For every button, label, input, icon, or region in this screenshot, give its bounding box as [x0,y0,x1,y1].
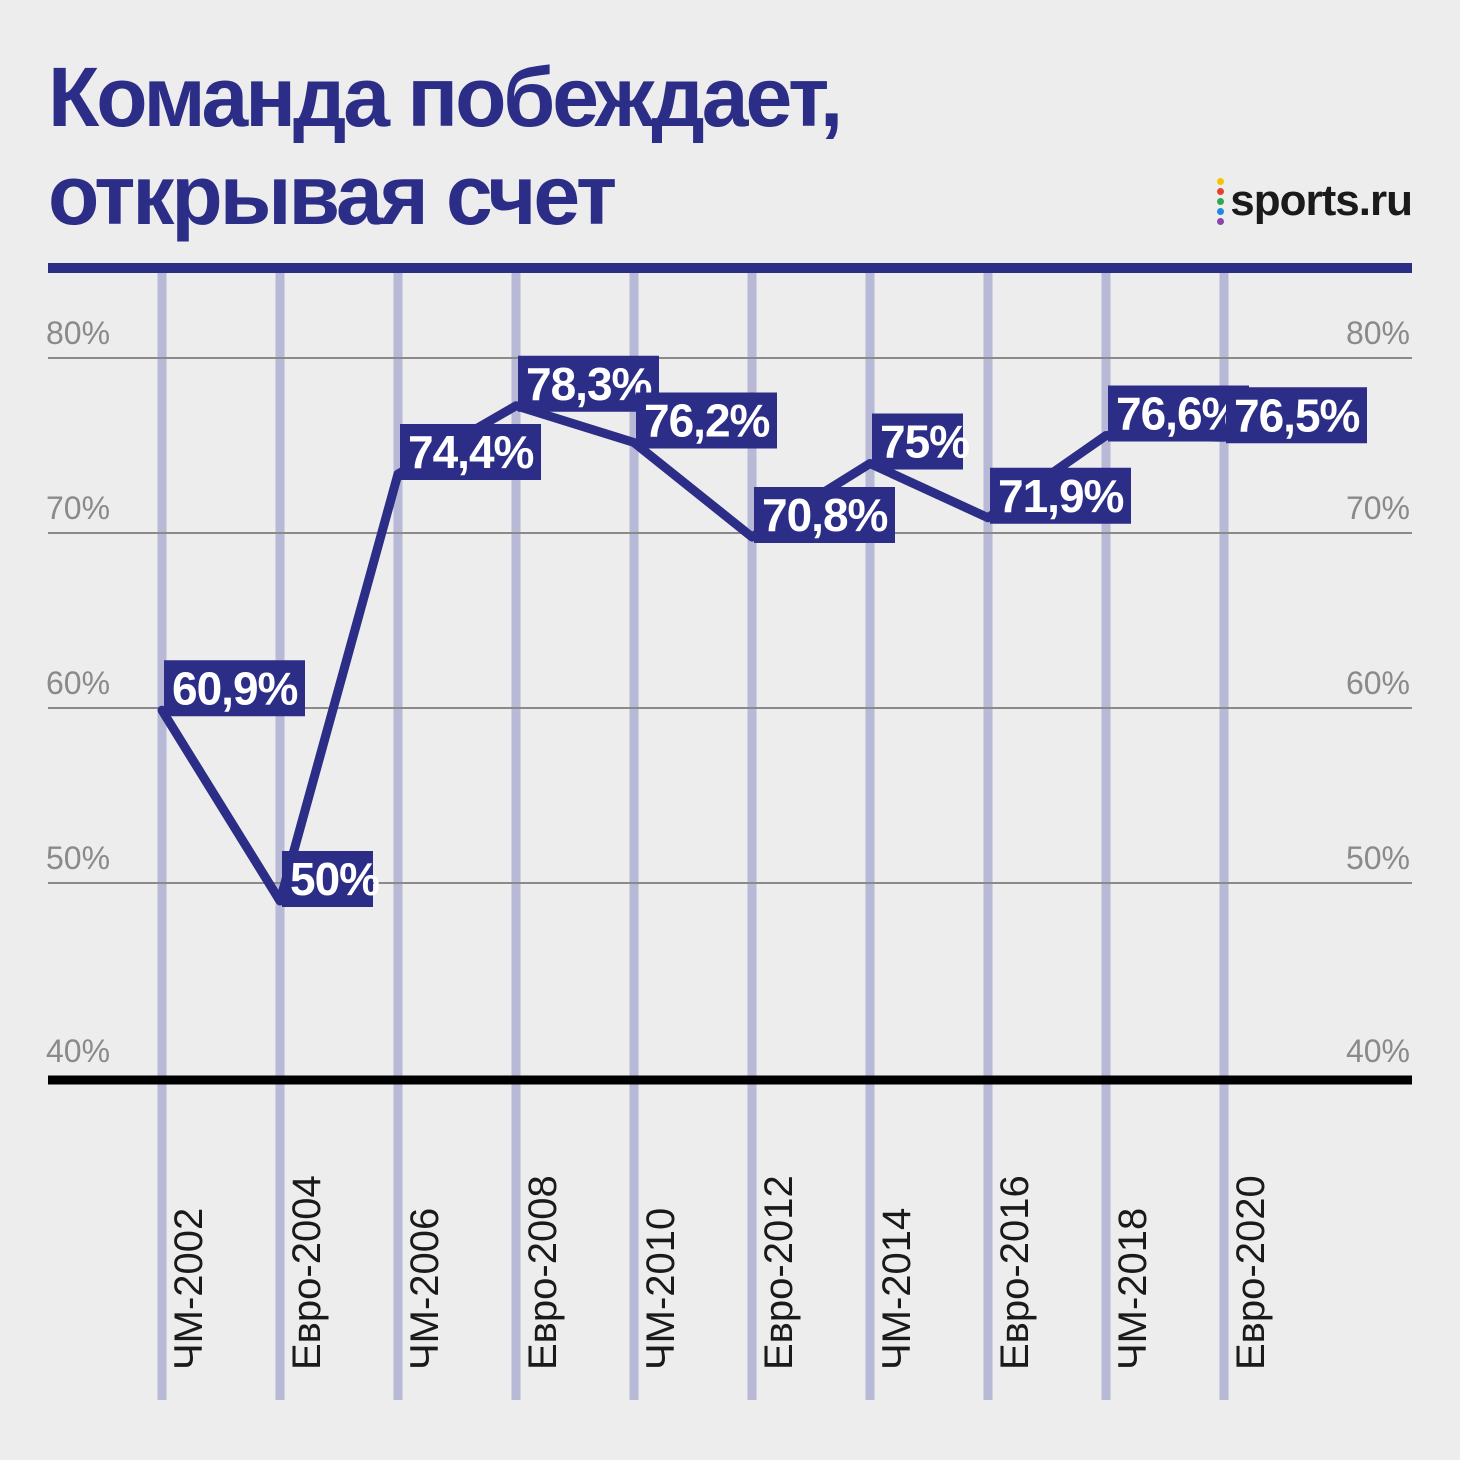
data-label-box [400,424,541,480]
data-label: 71,9% [990,467,1131,524]
chart-title: Команда побеждает, открывая счет [48,48,843,244]
data-label-text: 50% [290,853,379,905]
data-label: 74,4% [400,424,541,480]
data-label: 76,5% [1226,387,1367,444]
data-label-box [518,355,659,412]
x-tick-label: ЧМ-2018 [1111,1208,1155,1370]
x-tick-label: Евро-2004 [285,1175,329,1370]
x-tick-label: Евро-2020 [1229,1175,1273,1370]
sports-ru-logo: sports.ru [1217,176,1413,226]
x-tick-label: Евро-2008 [521,1175,565,1370]
data-label-box [872,413,963,470]
data-label-text: 71,9% [998,470,1124,522]
y-tick-label-right: 50% [1346,840,1410,876]
data-label-text: 76,5% [1234,389,1360,441]
data-label-text: 75% [880,416,969,468]
y-tick-label-right: 70% [1346,490,1410,526]
data-labels: 60,9% 50% 74,4% 78,3%76,2% 70,8% 75% 71,9% 76,6… [164,355,1367,907]
y-axis-ticks: 80% 80% 70% 70% 60% 60% 50% 50% 40% 40% [46,315,1410,1069]
data-label: 75% [872,413,970,470]
y-tick-label-right: 80% [1346,315,1410,351]
x-axis-ticks: ЧМ-2002 Евро-2004 ЧМ-2006 Евро-2008 ЧМ-2010 Е… [167,1175,1273,1370]
data-label-text: 70,8% [762,489,888,541]
y-tick-label-right: 60% [1346,665,1410,701]
x-tick-label: ЧМ-2010 [639,1208,683,1370]
data-label: 76,6% [1108,385,1249,442]
data-label-text: 74,4% [408,426,534,478]
horizontal-gridlines [48,357,1412,884]
data-label-box [636,392,777,449]
x-tick-label: Евро-2012 [757,1175,801,1370]
data-label: 50% [282,851,380,907]
y-tick-label-left: 50% [46,840,110,876]
data-label-box [164,660,305,717]
data-label-text: 60,9% [172,662,298,714]
data-label-text: 76,6% [1116,388,1242,440]
y-tick-label-left: 60% [46,665,110,701]
logo-text: sports.ru [1230,176,1413,225]
data-label: 76,2% [636,392,777,449]
y-tick-label-right: 40% [1346,1033,1410,1069]
x-tick-label: ЧМ-2006 [403,1208,447,1370]
data-label-text: 76,2% [644,395,770,447]
title-line-2: открывая счет [48,148,617,242]
data-label-box [990,467,1131,524]
y-tick-label-left: 40% [46,1033,110,1069]
x-tick-label: ЧМ-2014 [875,1208,919,1370]
data-label: 78,3% [518,355,659,412]
x-tick-label: ЧМ-2002 [167,1208,211,1370]
x-tick-label: Евро-2016 [993,1175,1037,1370]
data-label-box [282,851,373,907]
data-label: 70,8% [754,487,895,543]
data-label-box [1226,387,1367,444]
y-tick-label-left: 70% [46,490,110,526]
logo-dots-icon [1217,177,1225,225]
data-label-text: 78,3% [526,358,652,410]
title-line-1: Команда побеждает, [48,50,843,144]
y-tick-label-left: 80% [46,315,110,351]
data-label-box [754,487,895,543]
data-label-box [1108,385,1249,442]
data-label: 60,9% [164,660,305,717]
